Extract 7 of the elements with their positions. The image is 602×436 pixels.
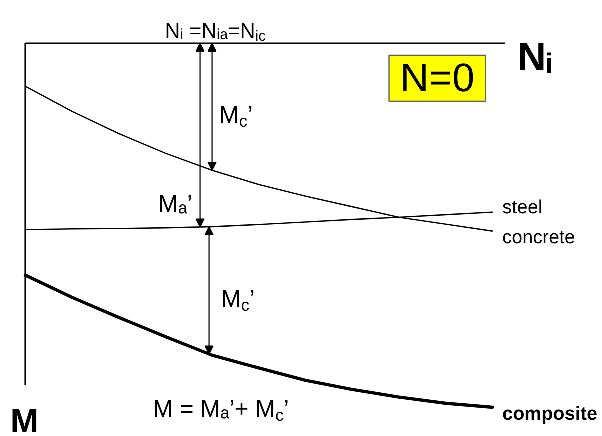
x-axis-title: Nᵢ <box>518 36 552 80</box>
annotation: Mₐ’ <box>158 191 193 218</box>
annotation: N=0 <box>400 56 475 100</box>
series-label: concrete <box>502 228 576 249</box>
y-axis-title: M <box>10 402 39 436</box>
series-label: composite <box>502 404 598 425</box>
series-label: steel <box>502 198 543 219</box>
